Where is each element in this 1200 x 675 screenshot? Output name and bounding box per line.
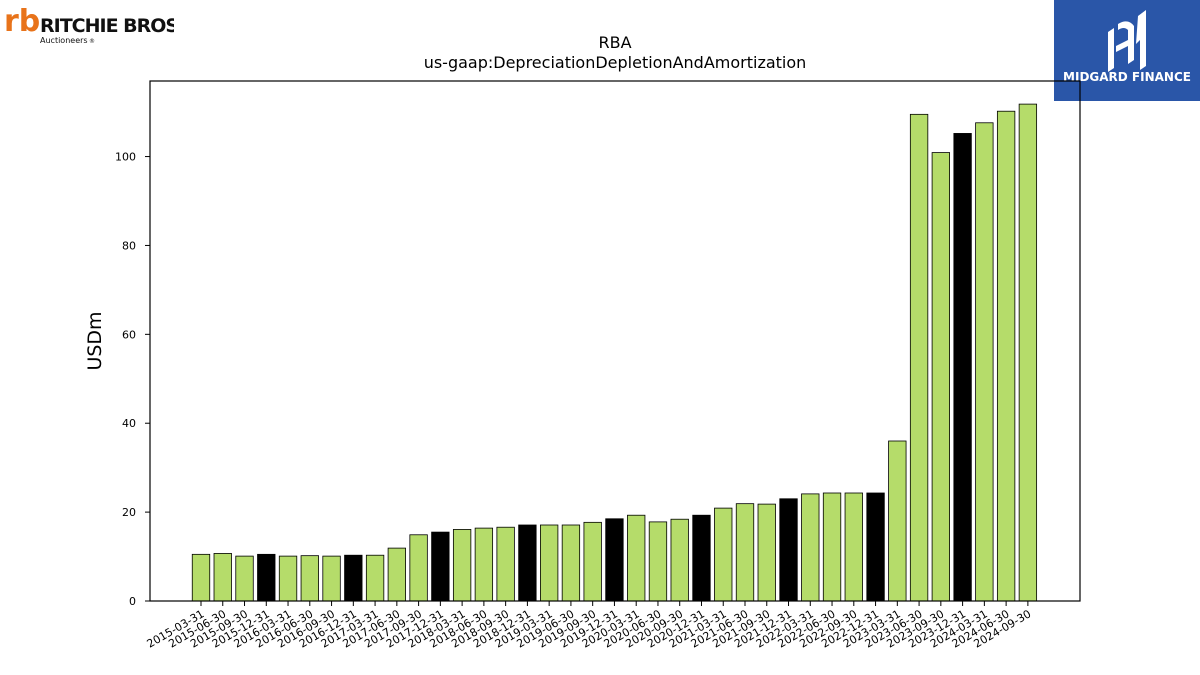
bar [648,521,668,602]
midgard-finance-logo: MIDGARD FINANCE [1054,0,1200,101]
bar [714,507,733,602]
bar [953,133,972,602]
chart-subtitle: us-gaap:DepreciationDepletionAndAmortiza… [424,53,807,72]
chart-title: RBA [598,33,631,52]
bar [757,503,776,602]
bar [931,152,950,602]
bar [387,547,406,602]
logo-mark: rb [4,4,40,39]
bar [779,498,798,602]
bar [670,518,689,602]
bar [909,113,929,602]
bar [627,514,646,602]
logo-trademark: ® [89,38,95,45]
bar [322,555,341,602]
y-tick-label: 80 [122,239,136,252]
bar [257,553,276,602]
bar [801,493,820,602]
plot-area: 0204060801002015-03-312015-06-302015-09-… [115,80,1081,651]
bar [540,524,559,602]
bar [213,553,232,602]
bar [235,555,254,602]
y-tick-label: 100 [115,151,136,164]
bar [300,555,319,602]
bar [278,555,298,602]
bar [365,554,385,602]
bar [561,524,581,602]
bar [452,529,472,602]
y-tick-label: 40 [122,417,136,430]
bar [191,553,211,602]
y-tick-label: 20 [122,506,136,519]
logo-name: RITCHIE BROS. [40,15,174,37]
ritchie-bros-logo: rb RITCHIE BROS. Auctioneers ® [4,4,185,46]
bar [996,110,1016,602]
bar [975,122,994,602]
bar [409,534,428,602]
bar [735,503,755,602]
y-axis-label: USDm [84,311,106,370]
bar [844,492,863,602]
y-tick-label: 0 [129,595,136,608]
logo-tagline: Auctioneers [40,36,88,45]
bar [431,531,450,602]
bar [518,524,537,602]
bar [605,518,624,602]
y-tick-label: 60 [122,328,136,341]
logo-name: MIDGARD FINANCE [1063,70,1191,84]
bar [866,492,885,602]
bar [692,514,711,602]
bar [1018,103,1038,602]
bar [344,554,363,602]
bar [822,492,842,602]
midgard-emblem-icon [1108,10,1146,72]
bar [474,527,494,602]
bar [888,440,907,602]
bar [583,521,602,602]
plot-frame [149,80,1081,602]
bar [496,526,515,602]
